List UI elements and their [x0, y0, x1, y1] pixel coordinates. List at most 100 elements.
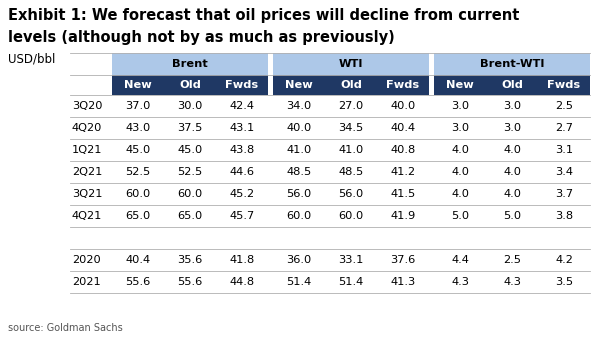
Text: 4.0: 4.0	[503, 167, 521, 177]
Text: 3.1: 3.1	[555, 145, 573, 155]
Text: 30.0: 30.0	[177, 101, 203, 111]
Text: 48.5: 48.5	[338, 167, 364, 177]
Text: levels (although not by as much as previously): levels (although not by as much as previ…	[8, 30, 394, 45]
FancyBboxPatch shape	[434, 75, 590, 95]
Text: 4Q20: 4Q20	[72, 123, 102, 133]
FancyBboxPatch shape	[112, 75, 268, 95]
FancyBboxPatch shape	[434, 53, 590, 75]
Text: 43.8: 43.8	[229, 145, 255, 155]
Text: Old: Old	[501, 80, 523, 90]
Text: 1Q21: 1Q21	[72, 145, 102, 155]
FancyBboxPatch shape	[273, 53, 429, 75]
Text: 45.0: 45.0	[125, 145, 151, 155]
Text: 42.4: 42.4	[229, 101, 255, 111]
Text: 41.2: 41.2	[390, 167, 416, 177]
Text: 60.0: 60.0	[177, 189, 203, 199]
Text: 4.0: 4.0	[451, 145, 469, 155]
Text: 40.0: 40.0	[286, 123, 312, 133]
Text: Old: Old	[340, 80, 362, 90]
Text: 52.5: 52.5	[125, 167, 151, 177]
Text: 41.3: 41.3	[390, 277, 416, 287]
Text: 40.8: 40.8	[390, 145, 416, 155]
FancyBboxPatch shape	[112, 53, 268, 75]
Text: 27.0: 27.0	[338, 101, 364, 111]
Text: 3.0: 3.0	[451, 123, 469, 133]
Text: 4.0: 4.0	[503, 145, 521, 155]
Text: Exhibit 1: We forecast that oil prices will decline from current: Exhibit 1: We forecast that oil prices w…	[8, 8, 519, 23]
Text: 43.0: 43.0	[125, 123, 151, 133]
FancyBboxPatch shape	[273, 75, 429, 95]
Text: 55.6: 55.6	[177, 277, 203, 287]
Text: 51.4: 51.4	[286, 277, 312, 287]
Text: 65.0: 65.0	[177, 211, 203, 221]
Text: WTI: WTI	[339, 59, 363, 69]
Text: 2.5: 2.5	[555, 101, 573, 111]
Text: 34.5: 34.5	[338, 123, 364, 133]
Text: 60.0: 60.0	[125, 189, 151, 199]
Text: 41.0: 41.0	[338, 145, 364, 155]
Text: Fwds: Fwds	[226, 80, 258, 90]
Text: 44.6: 44.6	[229, 167, 255, 177]
Text: 43.1: 43.1	[229, 123, 255, 133]
Text: 4.0: 4.0	[451, 167, 469, 177]
Text: 40.4: 40.4	[125, 255, 151, 265]
Text: 65.0: 65.0	[125, 211, 151, 221]
Text: 3.0: 3.0	[503, 101, 521, 111]
Text: New: New	[124, 80, 152, 90]
Text: 3.7: 3.7	[555, 189, 573, 199]
Text: 40.0: 40.0	[390, 101, 416, 111]
Text: 41.8: 41.8	[229, 255, 255, 265]
Text: 2.5: 2.5	[503, 255, 521, 265]
Text: Brent-WTI: Brent-WTI	[480, 59, 544, 69]
Text: 36.0: 36.0	[286, 255, 312, 265]
Text: 4.3: 4.3	[503, 277, 521, 287]
Text: 4.4: 4.4	[451, 255, 469, 265]
Text: 3Q21: 3Q21	[72, 189, 102, 199]
Text: 44.8: 44.8	[229, 277, 255, 287]
Text: 5.0: 5.0	[451, 211, 469, 221]
Text: Old: Old	[179, 80, 201, 90]
Text: 3.8: 3.8	[555, 211, 573, 221]
Text: 2021: 2021	[72, 277, 101, 287]
Text: 3.0: 3.0	[503, 123, 521, 133]
Text: 5.0: 5.0	[503, 211, 521, 221]
Text: 45.7: 45.7	[229, 211, 255, 221]
Text: 37.6: 37.6	[390, 255, 416, 265]
Text: 3.0: 3.0	[451, 101, 469, 111]
Text: 41.9: 41.9	[390, 211, 416, 221]
Text: 4.0: 4.0	[503, 189, 521, 199]
Text: 4.0: 4.0	[451, 189, 469, 199]
Text: 37.5: 37.5	[177, 123, 203, 133]
Text: 55.6: 55.6	[125, 277, 151, 287]
Text: 3.4: 3.4	[555, 167, 573, 177]
Text: 41.5: 41.5	[390, 189, 416, 199]
Text: 41.0: 41.0	[286, 145, 312, 155]
Text: source: Goldman Sachs: source: Goldman Sachs	[8, 323, 123, 333]
Text: 45.0: 45.0	[177, 145, 203, 155]
Text: 34.0: 34.0	[286, 101, 312, 111]
Text: 4Q21: 4Q21	[72, 211, 102, 221]
Text: Fwds: Fwds	[548, 80, 581, 90]
Text: 51.4: 51.4	[338, 277, 364, 287]
Text: 37.0: 37.0	[125, 101, 151, 111]
Text: 33.1: 33.1	[338, 255, 364, 265]
Text: 52.5: 52.5	[177, 167, 203, 177]
Text: 48.5: 48.5	[286, 167, 312, 177]
Text: Fwds: Fwds	[387, 80, 419, 90]
Text: 2020: 2020	[72, 255, 101, 265]
Text: 40.4: 40.4	[390, 123, 416, 133]
Text: 4.3: 4.3	[451, 277, 469, 287]
Text: USD/bbl: USD/bbl	[8, 53, 56, 66]
Text: New: New	[285, 80, 313, 90]
Text: 35.6: 35.6	[177, 255, 203, 265]
Text: New: New	[446, 80, 474, 90]
Text: 56.0: 56.0	[286, 189, 312, 199]
Text: 4.2: 4.2	[555, 255, 573, 265]
Text: 45.2: 45.2	[229, 189, 255, 199]
Text: Brent: Brent	[172, 59, 208, 69]
Text: 3Q20: 3Q20	[72, 101, 102, 111]
Text: 2Q21: 2Q21	[72, 167, 102, 177]
Text: 60.0: 60.0	[338, 211, 364, 221]
Text: 60.0: 60.0	[286, 211, 312, 221]
Text: 3.5: 3.5	[555, 277, 573, 287]
